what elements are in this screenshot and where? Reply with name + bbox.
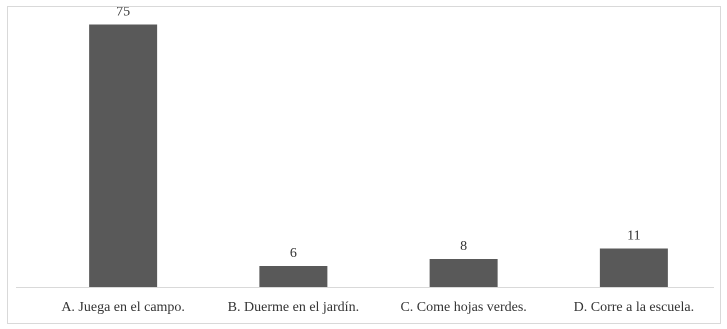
bar-d — [599, 248, 668, 287]
bar-b — [259, 266, 328, 287]
data-label: 6 — [290, 246, 297, 261]
x-tick-labels-group: A. Juega en el campo. B. Duerme en el jar… — [61, 300, 694, 315]
x-tick-label: A. Juega en el campo. — [61, 300, 185, 315]
data-label: 8 — [460, 239, 467, 254]
data-label: 11 — [627, 229, 640, 244]
x-tick-label: D. Corre a la escuela. — [574, 300, 695, 315]
chart-area: 75 6 8 11 A. Juega en el campo. B. Duerme en… — [7, 6, 721, 324]
bar-a — [89, 24, 158, 287]
x-tick-label: C. Come hojas verdes. — [400, 300, 526, 315]
x-tick-label: B. Duerme en el jardín. — [228, 300, 359, 315]
data-label: 75 — [116, 7, 130, 20]
bar-chart: 75 6 8 11 A. Juega en el campo. B. Duerme en… — [16, 7, 714, 315]
data-labels-group: 75 6 8 11 — [116, 7, 640, 261]
bar-c — [429, 259, 498, 287]
bars-group — [89, 24, 668, 287]
